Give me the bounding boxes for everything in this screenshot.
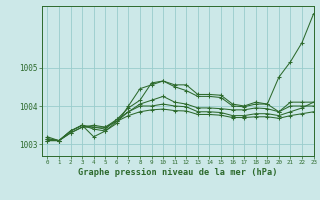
X-axis label: Graphe pression niveau de la mer (hPa): Graphe pression niveau de la mer (hPa): [78, 168, 277, 177]
